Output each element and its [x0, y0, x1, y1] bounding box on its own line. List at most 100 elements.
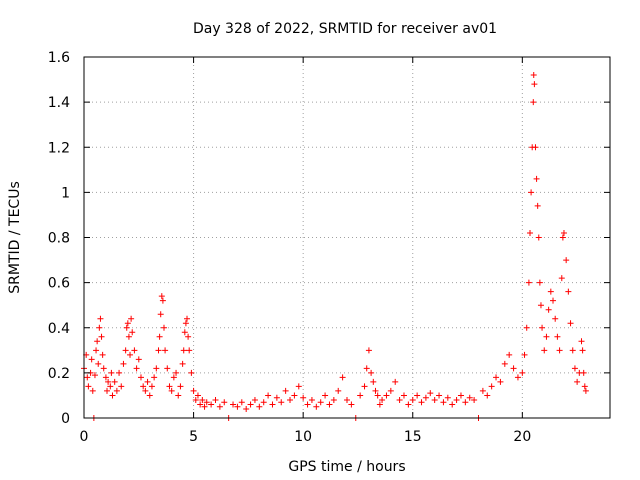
data-point — [440, 399, 447, 406]
data-point — [116, 369, 123, 376]
data-point — [122, 347, 129, 354]
y-axis: 0 0.2 0.4 0.6 0.8 1 1.2 1.4 1.6 — [48, 50, 610, 427]
data-point — [175, 392, 182, 399]
data-point — [582, 387, 589, 394]
data-point — [155, 347, 162, 354]
data-point — [376, 401, 383, 408]
data-point — [559, 234, 566, 241]
data-point — [525, 279, 532, 286]
data-point — [531, 81, 538, 88]
data-point — [530, 99, 537, 106]
data-point — [260, 399, 267, 406]
data-point — [466, 394, 473, 401]
data-point — [140, 383, 147, 390]
data-point — [91, 372, 98, 379]
y-tick-label: 0.6 — [48, 276, 70, 292]
data-point — [534, 202, 541, 209]
y-tick-label: 0 — [61, 411, 70, 427]
data-point — [368, 369, 375, 376]
data-point — [348, 401, 355, 408]
data-point — [552, 315, 559, 322]
data-point — [269, 401, 276, 408]
data-point — [436, 392, 443, 399]
data-point — [94, 338, 101, 345]
data-point — [571, 365, 578, 372]
data-point — [184, 315, 191, 322]
data-point — [414, 392, 421, 399]
data-point — [199, 396, 206, 403]
data-point — [216, 403, 223, 410]
data-point — [479, 387, 486, 394]
data-point — [444, 394, 451, 401]
data-point — [536, 279, 543, 286]
data-point — [185, 333, 192, 340]
data-point — [497, 378, 504, 385]
data-point — [567, 320, 574, 327]
data-point — [194, 392, 201, 399]
data-point — [431, 396, 438, 403]
data-point — [265, 392, 272, 399]
data-point — [396, 396, 403, 403]
data-point — [190, 387, 197, 394]
data-point — [574, 378, 581, 385]
data-point — [317, 399, 324, 406]
data-point — [400, 392, 407, 399]
data-point — [370, 378, 377, 385]
data-point — [578, 338, 585, 345]
data-point — [144, 378, 151, 385]
data-point — [203, 399, 210, 406]
data-point — [212, 396, 219, 403]
data-point — [142, 387, 149, 394]
data-point — [182, 320, 189, 327]
data-point — [519, 369, 526, 376]
data-point — [118, 383, 125, 390]
data-point — [560, 229, 567, 236]
data-point — [295, 383, 302, 390]
data-point — [256, 403, 263, 410]
data-point — [125, 333, 132, 340]
y-axis-label: SRMTID / TECUs — [7, 181, 23, 294]
data-point — [197, 401, 204, 408]
x-tick-label: 20 — [513, 429, 531, 445]
data-point — [330, 396, 337, 403]
data-point — [208, 401, 215, 408]
y-tick-label: 1.4 — [48, 95, 70, 111]
data-point — [131, 347, 138, 354]
data-point — [537, 302, 544, 309]
data-point — [158, 293, 165, 300]
y-tick-label: 0.2 — [48, 366, 70, 382]
data-series — [81, 72, 589, 421]
data-point — [543, 333, 550, 340]
data-point — [539, 324, 546, 331]
data-point — [374, 392, 381, 399]
data-point — [85, 383, 92, 390]
data-point — [282, 387, 289, 394]
data-point — [335, 387, 342, 394]
data-point — [137, 374, 144, 381]
x-axis: 0 5 10 15 20 — [80, 57, 531, 445]
data-point — [168, 387, 175, 394]
data-point — [535, 234, 542, 241]
y-tick-label: 1 — [61, 185, 70, 201]
data-point — [192, 396, 199, 403]
data-point — [493, 374, 500, 381]
data-point — [457, 392, 464, 399]
y-tick-label: 0.4 — [48, 321, 70, 337]
data-point — [84, 374, 91, 381]
data-point — [422, 394, 429, 401]
data-point — [392, 378, 399, 385]
data-point — [339, 374, 346, 381]
data-point — [344, 396, 350, 403]
data-point — [547, 288, 554, 295]
data-point — [501, 360, 508, 367]
data-point — [156, 333, 163, 340]
data-point — [291, 392, 298, 399]
data-point — [533, 175, 540, 182]
data-point — [148, 383, 155, 390]
data-point — [532, 144, 539, 151]
data-point — [506, 351, 513, 358]
data-point — [510, 365, 517, 372]
data-point — [160, 324, 167, 331]
x-tick-label: 15 — [404, 429, 422, 445]
data-point — [93, 347, 100, 354]
